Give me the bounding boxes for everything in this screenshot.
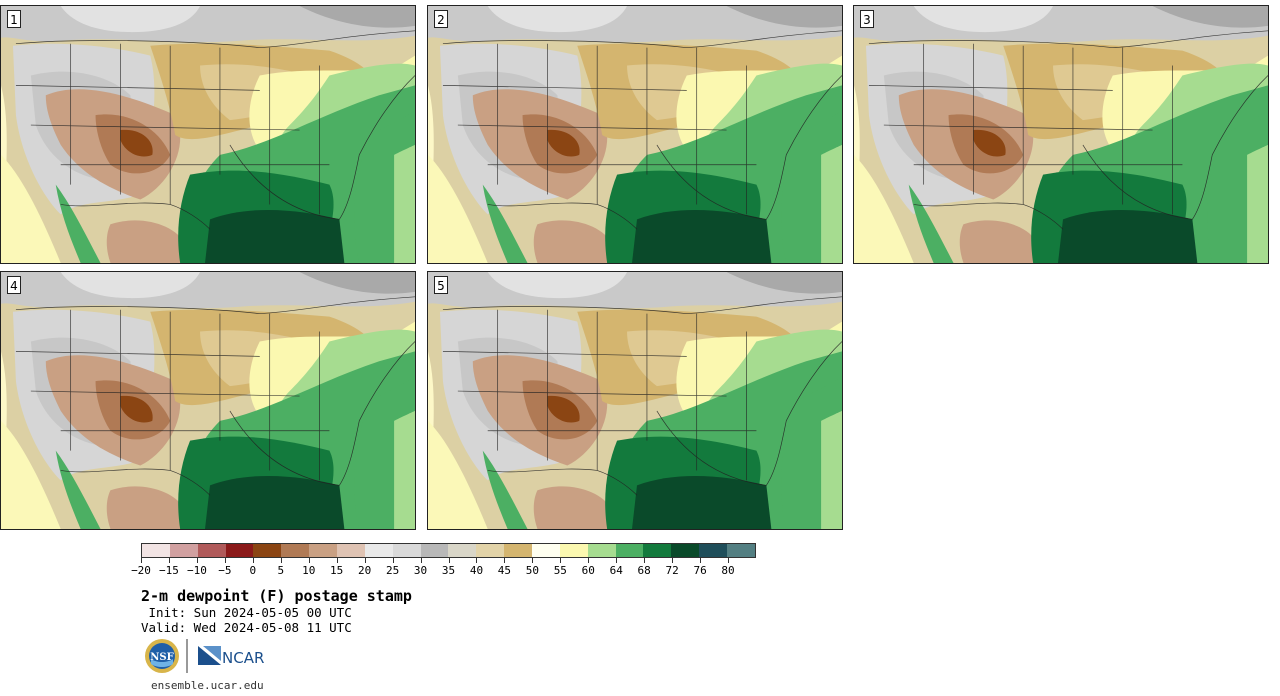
dewpoint-map-4: [1, 272, 415, 529]
member-panel-5: 5: [427, 271, 843, 530]
colorbar-segment-20: [699, 544, 728, 557]
colorbar-tick-mark: [448, 558, 450, 563]
colorbar-tick-mark: [560, 558, 562, 563]
colorbar-tick-mark: [280, 558, 282, 563]
colorbar-tick-mark: [252, 558, 254, 563]
nsf-logo-text: NSF: [150, 652, 173, 663]
colorbar-segment-18: [643, 544, 672, 557]
colorbar-tick-label: 50: [525, 564, 539, 577]
member-panel-2: 2: [427, 5, 843, 264]
member-label-3: 3: [860, 10, 874, 28]
colorbar-tick-mark: [168, 558, 170, 563]
colorbar-tick-mark: [532, 558, 534, 563]
colorbar-segment-5: [281, 544, 310, 557]
colorbar-tick-label: −10: [186, 564, 207, 577]
ncar-logo-icon: NCAR: [198, 646, 264, 667]
colorbar-segment-7: [337, 544, 365, 557]
figure-title: 2-m dewpoint (F) postage stamp: [141, 587, 412, 605]
colorbar-tick-label: 25: [385, 564, 400, 577]
site-url: ensemble.ucar.edu: [151, 679, 264, 692]
colorbar-tick-mark: [588, 558, 590, 563]
colorbar-tick-label: −5: [218, 564, 232, 577]
colorbar-segment-0: [142, 544, 170, 557]
member-label-1: 1: [7, 10, 21, 28]
colorbar-tick-label: 5: [277, 564, 285, 577]
colorbar-segment-2: [197, 544, 226, 557]
colorbar-tick-label: 40: [469, 564, 484, 577]
colorbar-segment-10: [420, 544, 449, 557]
colorbar-tick-mark: [308, 558, 310, 563]
colorbar-segment-1: [169, 544, 198, 557]
colorbar-tick-label: 64: [609, 564, 623, 577]
colorbar-tick-mark: [644, 558, 646, 563]
colorbar-segment-17: [615, 544, 644, 557]
colorbar-segment-4: [253, 544, 282, 557]
colorbar-tick-label: 72: [665, 564, 679, 577]
ncar-logo-text: NCAR: [222, 649, 264, 667]
colorbar-tick-mark: [504, 558, 506, 563]
colorbar-tick-label: 0: [249, 564, 257, 577]
init-time: Init: Sun 2024-05-05 00 UTC: [141, 605, 352, 620]
colorbar-tick-mark: [700, 558, 702, 563]
colorbar-tick-label: 30: [413, 564, 428, 577]
colorbar-segment-21: [727, 544, 755, 557]
colorbar-segment-16: [587, 544, 616, 557]
colorbar-tick-label: 80: [721, 564, 735, 577]
colorbar: [141, 543, 756, 558]
colorbar-segment-3: [225, 544, 254, 557]
colorbar-segment-14: [532, 544, 560, 557]
nsf-logo-icon: NSF: [145, 639, 179, 673]
dewpoint-map-3: [854, 6, 1268, 263]
colorbar-tick-label: 60: [581, 564, 595, 577]
colorbar-tick-mark: [336, 558, 338, 563]
colorbar-tick-mark: [672, 558, 674, 563]
dewpoint-map-5: [428, 272, 842, 529]
member-panel-3: 3: [853, 5, 1269, 264]
colorbar-tick-mark: [420, 558, 422, 563]
colorbar-tick-mark: [141, 558, 142, 563]
colorbar-tick-label: −15: [159, 564, 179, 577]
colorbar-tick-mark: [196, 558, 198, 563]
logos: NSF NCAR: [143, 637, 283, 675]
colorbar-segment-9: [392, 544, 421, 557]
colorbar-segment-15: [559, 544, 588, 557]
colorbar-tick-label: 76: [693, 564, 707, 577]
colorbar-segment-13: [504, 544, 533, 557]
colorbar-tick-mark: [476, 558, 478, 563]
colorbar-segment-11: [448, 544, 477, 557]
member-label-5: 5: [434, 276, 448, 294]
colorbar-tick-label: 45: [497, 564, 512, 577]
colorbar-tick-mark: [224, 558, 226, 563]
member-panel-4: 4: [0, 271, 416, 530]
colorbar-tick-mark: [364, 558, 366, 563]
dewpoint-map-1: [1, 6, 415, 263]
colorbar-segment-8: [364, 544, 393, 557]
colorbar-tick-label: 10: [302, 564, 316, 577]
valid-time: Valid: Wed 2024-05-08 11 UTC: [141, 620, 352, 635]
colorbar-tick-mark: [392, 558, 394, 563]
colorbar-segment-19: [671, 544, 700, 557]
member-panel-1: 1: [0, 5, 416, 264]
colorbar-segment-6: [309, 544, 338, 557]
colorbar-tick-mark: [728, 558, 730, 563]
colorbar-tick-mark: [616, 558, 618, 563]
colorbar-tick-label: −20: [131, 564, 151, 577]
dewpoint-map-2: [428, 6, 842, 263]
colorbar-ticks: −20 −15 −10 −5 0 5 10 15 20 25 30 35 40 45 50 55 60 64 68 7…: [131, 558, 756, 578]
colorbar-segment-12: [476, 544, 505, 557]
colorbar-tick-label: 35: [441, 564, 456, 577]
colorbar-tick-label: 15: [330, 564, 344, 577]
colorbar-tick-label: 68: [637, 564, 651, 577]
colorbar-tick-label: 55: [553, 564, 567, 577]
member-label-4: 4: [7, 276, 21, 294]
colorbar-tick-label: 20: [358, 564, 372, 577]
member-label-2: 2: [434, 10, 448, 28]
